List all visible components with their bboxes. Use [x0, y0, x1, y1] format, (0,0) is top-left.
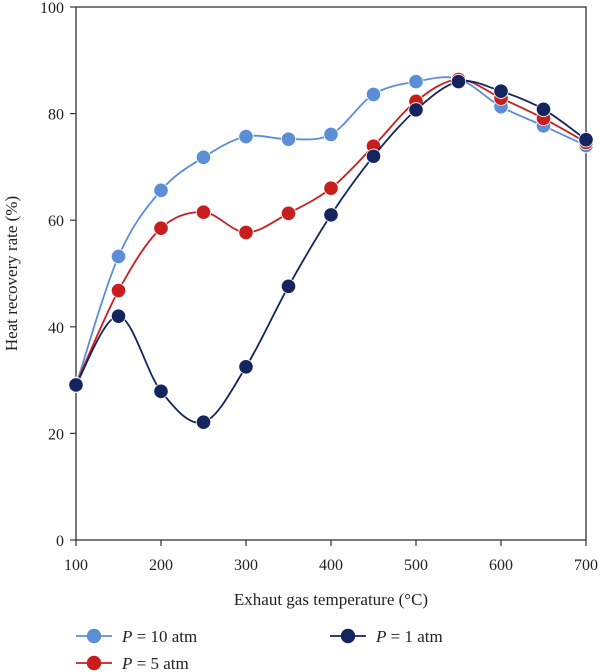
- x-tick-label: 400: [319, 557, 343, 574]
- series-3: [68, 74, 594, 430]
- data-point: [153, 220, 169, 236]
- legend-marker: [340, 628, 356, 644]
- legend-label: P = 1 atm: [375, 627, 443, 646]
- y-tick-label: 40: [48, 320, 64, 337]
- data-point: [365, 86, 382, 103]
- data-point: [450, 74, 467, 90]
- data-point: [110, 282, 127, 299]
- y-axis: 0 20 40 60 80 100: [40, 0, 76, 550]
- plot-border: [75, 6, 587, 541]
- y-tick-label: 20: [48, 426, 64, 443]
- data-point: [280, 205, 297, 221]
- data-point: [195, 414, 212, 430]
- data-point: [110, 308, 127, 324]
- data-point: [153, 383, 169, 399]
- data-point: [195, 149, 212, 165]
- data-point: [578, 132, 594, 148]
- x-axis: 100 200 300 400 500 600 700: [64, 540, 598, 574]
- data-point: [153, 182, 169, 198]
- legend-label: P = 10 atm: [121, 627, 197, 646]
- series-layer: [68, 71, 594, 430]
- series-line: [75, 78, 587, 385]
- data-point: [280, 278, 297, 294]
- legend-label: P = 5 atm: [121, 654, 189, 672]
- legend: P = 10 atm P = 1 atm P = 5 atm: [76, 627, 443, 672]
- x-tick-label: 300: [234, 557, 258, 574]
- x-tick-label: 200: [149, 557, 173, 574]
- legend-item: P = 1 atm: [330, 627, 443, 646]
- data-point: [323, 126, 339, 142]
- data-point: [280, 131, 297, 147]
- series-1: [68, 71, 594, 394]
- y-tick-label: 0: [56, 533, 64, 550]
- legend-item: P = 5 atm: [76, 654, 189, 672]
- data-point: [323, 180, 339, 196]
- legend-item: P = 10 atm: [76, 627, 197, 646]
- y-tick-label: 100: [40, 0, 64, 17]
- data-point: [365, 148, 382, 164]
- x-axis-title: Exhaut gas temperature (°C): [234, 590, 428, 609]
- legend-marker: [86, 655, 102, 671]
- y-axis-title: Heat recovery rate (%): [2, 196, 21, 351]
- data-point: [238, 359, 254, 375]
- data-point: [238, 128, 254, 145]
- plot-frame: [75, 6, 587, 541]
- data-point: [238, 224, 254, 241]
- data-point: [408, 74, 424, 90]
- series-2: [68, 71, 594, 392]
- data-point: [323, 207, 339, 223]
- data-point: [408, 102, 424, 118]
- x-tick-label: 500: [404, 557, 428, 574]
- data-point: [195, 204, 212, 220]
- y-tick-label: 60: [48, 213, 64, 230]
- x-tick-label: 600: [489, 557, 513, 574]
- data-point: [68, 377, 84, 393]
- data-point: [110, 248, 127, 265]
- y-tick-label: 80: [48, 107, 64, 124]
- x-tick-label: 100: [64, 557, 88, 574]
- x-tick-label: 700: [574, 557, 598, 574]
- legend-marker: [86, 628, 102, 644]
- series-line: [75, 76, 587, 386]
- data-point: [535, 101, 552, 117]
- data-point: [493, 83, 509, 99]
